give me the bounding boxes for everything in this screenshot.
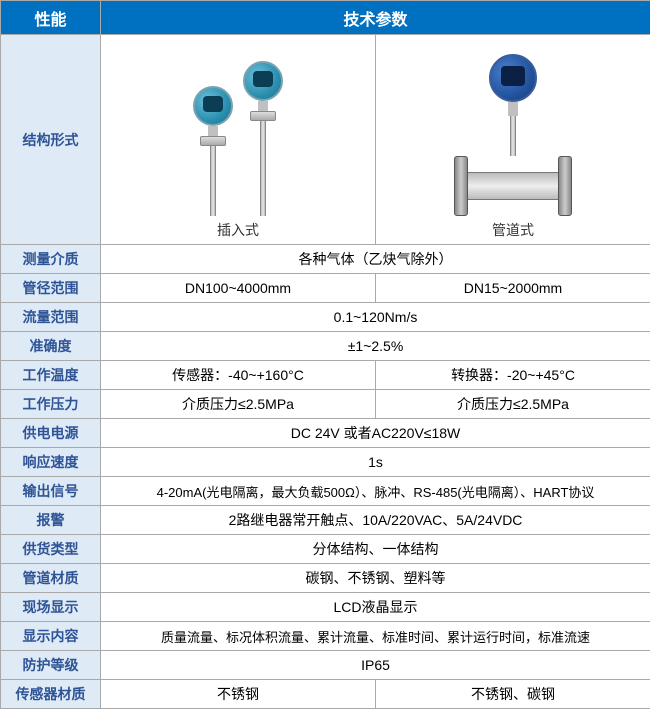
- header-col1: 性能: [1, 1, 101, 35]
- table-row: 工作温度 传感器：-40~+160°C 转换器：-20~+45°C: [1, 361, 650, 390]
- table-row: 管道材质 碳钢、不锈钢、塑料等: [1, 564, 650, 593]
- row-label: 供货类型: [1, 535, 101, 564]
- row-value: 碳钢、不锈钢、塑料等: [101, 564, 650, 593]
- row-value: 各种气体（乙炔气除外）: [101, 245, 650, 274]
- row-value: 0.1~120Nm/s: [101, 303, 650, 332]
- gauge-icon: [489, 54, 537, 102]
- row-value: 4-20mA(光电隔离，最大负载500Ω）、脉冲、RS-485(光电隔离）、HA…: [101, 477, 650, 506]
- row-label: 显示内容: [1, 622, 101, 651]
- row-label: 工作压力: [1, 390, 101, 419]
- table-row: 报警 2路继电器常开触点、10A/220VAC、5A/24VDC: [1, 506, 650, 535]
- row-value: IP65: [101, 651, 650, 680]
- table-row: 防护等级 IP65: [1, 651, 650, 680]
- row-label: 防护等级: [1, 651, 101, 680]
- structure-row: 结构形式 插入式: [1, 35, 650, 245]
- structure-left-caption: 插入式: [217, 220, 259, 240]
- row-value: DC 24V 或者AC220V≤18W: [101, 419, 650, 448]
- pipe-device-image: [454, 54, 572, 216]
- table-row: 现场显示 LCD液晶显示: [1, 593, 650, 622]
- table-row: 流量范围 0.1~120Nm/s: [1, 303, 650, 332]
- table-row: 供电电源 DC 24V 或者AC220V≤18W: [1, 419, 650, 448]
- row-value: ±1~2.5%: [101, 332, 650, 361]
- row-label: 管径范围: [1, 274, 101, 303]
- table-row: 显示内容 质量流量、标况体积流量、累计流量、标准时间、累计运行时间，标准流速: [1, 622, 650, 651]
- gauge-icon: [243, 61, 283, 101]
- structure-right-cell: 管道式: [376, 35, 650, 245]
- table-row: 测量介质 各种气体（乙炔气除外）: [1, 245, 650, 274]
- table-row: 管径范围 DN100~4000mm DN15~2000mm: [1, 274, 650, 303]
- table-row: 输出信号 4-20mA(光电隔离，最大负载500Ω）、脉冲、RS-485(光电隔…: [1, 477, 650, 506]
- spec-table: 性能 技术参数 结构形式: [0, 0, 650, 709]
- table-row: 传感器材质 不锈钢 不锈钢、碳钢: [1, 680, 650, 709]
- table-row: 供货类型 分体结构、一体结构: [1, 535, 650, 564]
- row-value: 1s: [101, 448, 650, 477]
- row-label: 供电电源: [1, 419, 101, 448]
- header-col2: 技术参数: [101, 1, 650, 35]
- gauge-icon: [193, 86, 233, 126]
- row-label: 工作温度: [1, 361, 101, 390]
- row-value: 分体结构、一体结构: [101, 535, 650, 564]
- row-value-right: 介质压力≤2.5MPa: [376, 390, 650, 419]
- row-label: 测量介质: [1, 245, 101, 274]
- row-label: 报警: [1, 506, 101, 535]
- row-label: 准确度: [1, 332, 101, 361]
- row-label: 管道材质: [1, 564, 101, 593]
- row-value: 质量流量、标况体积流量、累计流量、标准时间、累计运行时间，标准流速: [101, 622, 650, 651]
- insertion-device-image: [193, 61, 283, 216]
- row-label: 输出信号: [1, 477, 101, 506]
- row-label: 现场显示: [1, 593, 101, 622]
- table-row: 工作压力 介质压力≤2.5MPa 介质压力≤2.5MPa: [1, 390, 650, 419]
- row-value-left: 不锈钢: [101, 680, 376, 709]
- row-value-right: DN15~2000mm: [376, 274, 650, 303]
- table-row: 响应速度 1s: [1, 448, 650, 477]
- row-value-right: 不锈钢、碳钢: [376, 680, 650, 709]
- row-label: 流量范围: [1, 303, 101, 332]
- row-value-left: 介质压力≤2.5MPa: [101, 390, 376, 419]
- row-value-left: DN100~4000mm: [101, 274, 376, 303]
- row-label: 响应速度: [1, 448, 101, 477]
- row-value: LCD液晶显示: [101, 593, 650, 622]
- structure-left-cell: 插入式: [101, 35, 376, 245]
- header-row: 性能 技术参数: [1, 1, 650, 35]
- structure-label: 结构形式: [1, 35, 101, 245]
- row-value-left: 传感器：-40~+160°C: [101, 361, 376, 390]
- table-row: 准确度 ±1~2.5%: [1, 332, 650, 361]
- row-value-right: 转换器：-20~+45°C: [376, 361, 650, 390]
- row-value: 2路继电器常开触点、10A/220VAC、5A/24VDC: [101, 506, 650, 535]
- structure-right-caption: 管道式: [492, 220, 534, 240]
- row-label: 传感器材质: [1, 680, 101, 709]
